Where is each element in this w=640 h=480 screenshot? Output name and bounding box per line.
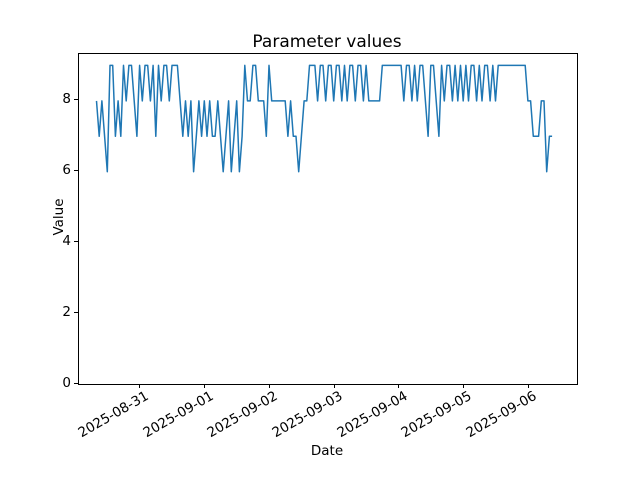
y-tick-label: 0 <box>62 374 71 391</box>
x-tick-label: 2025-09-05 <box>398 388 475 442</box>
x-tick-mark <box>204 384 206 388</box>
x-axis-label: Date <box>310 443 344 459</box>
axes-frame <box>78 53 578 385</box>
x-tick-mark <box>139 384 141 388</box>
x-tick-mark <box>398 384 400 388</box>
x-tick-label: 2025-09-06 <box>463 388 540 442</box>
series-line <box>95 64 553 173</box>
x-tick-label: 2025-09-02 <box>204 388 281 442</box>
plot-area <box>95 64 553 173</box>
x-tick-label: 2025-09-01 <box>140 388 217 442</box>
y-tick-label: 4 <box>62 233 71 250</box>
y-tick-mark <box>74 170 78 172</box>
x-tick-mark <box>333 384 335 388</box>
y-tick-mark <box>74 311 78 313</box>
y-tick-mark <box>74 241 78 243</box>
x-tick-mark <box>268 384 270 388</box>
y-tick-mark <box>74 382 78 384</box>
x-tick-label: 2025-09-03 <box>269 388 346 442</box>
chart-title: Parameter values <box>252 32 402 52</box>
y-tick-label: 8 <box>62 91 71 108</box>
x-tick-label: 2025-09-04 <box>334 388 411 442</box>
x-tick-mark <box>527 384 529 388</box>
y-tick-label: 2 <box>62 303 71 320</box>
y-axis-label: Value <box>51 198 67 236</box>
x-tick-label: 2025-08-31 <box>75 388 152 442</box>
x-tick-mark <box>462 384 464 388</box>
y-tick-label: 6 <box>62 162 71 179</box>
y-tick-mark <box>74 99 78 101</box>
